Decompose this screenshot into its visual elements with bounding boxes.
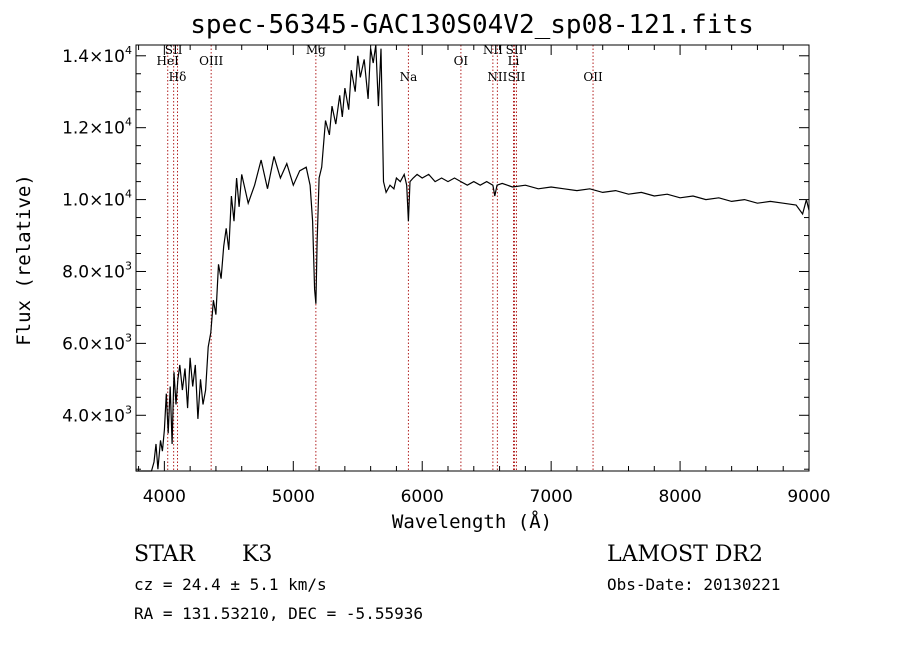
y-tick-exponent: 3 [125, 403, 132, 416]
spectral-line-label: SII [506, 43, 524, 57]
y-tick-mantissa: 1.0×10 [62, 191, 125, 211]
spectral-line-label: OIII [199, 54, 223, 68]
y-tick-exponent: 4 [125, 116, 132, 129]
plot-frame [135, 44, 810, 472]
x-axis-ticks: 4000 5000 6000 7000 8000 9000 [138, 45, 831, 507]
chart-title: spec-56345-GAC130S04V2_sp08-121.fits [190, 10, 754, 40]
y-tick-mantissa: 6.0×10 [62, 334, 125, 354]
y-tick-label: 6.0×103 [62, 331, 132, 354]
y-tick-label: 4.0×103 [62, 403, 132, 426]
x-tick-label: 4000 [143, 487, 186, 507]
spectral-line-label: HeI [157, 54, 180, 68]
spectral-line-label: Hδ [169, 70, 187, 84]
spectral-line-label: NII [487, 70, 507, 84]
spectrum-info: STAR K3 LAMOST DR2 cz = 24.4 ± 5.1 km/s … [134, 542, 780, 623]
y-tick-mantissa: 4.0×10 [62, 406, 125, 426]
x-tick-label: 9000 [787, 487, 830, 507]
x-axis-label: Wavelength (Å) [392, 510, 552, 533]
y-axis-label: Flux (relative) [13, 174, 35, 346]
spectral-line-label: SII [508, 70, 526, 84]
spectral-line-markers [167, 45, 594, 471]
spectrum-line [136, 44, 810, 472]
spectral-line-label: Na [400, 70, 418, 84]
y-tick-mantissa: 1.4×10 [62, 47, 125, 67]
y-tick-mantissa: 8.0×10 [62, 262, 125, 282]
spectral-line-label: OII [583, 70, 603, 84]
y-tick-exponent: 4 [125, 188, 132, 201]
x-tick-label: 6000 [401, 487, 444, 507]
y-tick-exponent: 3 [125, 331, 132, 344]
y-tick-label: 8.0×103 [62, 259, 132, 282]
y-tick-exponent: 3 [125, 259, 132, 272]
redshift-readout: cz = 24.4 ± 5.1 km/s [134, 575, 327, 594]
y-tick-label: 1.2×104 [62, 116, 132, 139]
spectral-line-label: SII [165, 43, 183, 57]
y-axis-ticks: 4.0×1036.0×1038.0×1031.0×1041.2×1041.4×1… [62, 44, 809, 470]
spectral-line-label: NII [483, 43, 503, 57]
spectral-line-label: Mg [306, 43, 326, 57]
spectral-line-label: OI [454, 54, 469, 68]
x-tick-label: 7000 [530, 487, 573, 507]
y-tick-mantissa: 1.2×10 [62, 119, 125, 139]
object-subclass: K3 [242, 542, 272, 567]
object-class: STAR [134, 542, 196, 567]
y-tick-label: 1.0×104 [62, 188, 132, 211]
x-tick-label: 8000 [658, 487, 701, 507]
x-tick-label: 5000 [272, 487, 315, 507]
y-tick-exponent: 4 [125, 44, 132, 57]
observation-date: Obs-Date: 20130221 [607, 575, 780, 594]
coordinates-readout: RA = 131.53210, DEC = -5.55936 [134, 604, 423, 623]
survey-name: LAMOST DR2 [607, 542, 763, 567]
y-tick-label: 1.4×104 [62, 44, 132, 67]
spectral-line-label: Li [508, 54, 520, 68]
